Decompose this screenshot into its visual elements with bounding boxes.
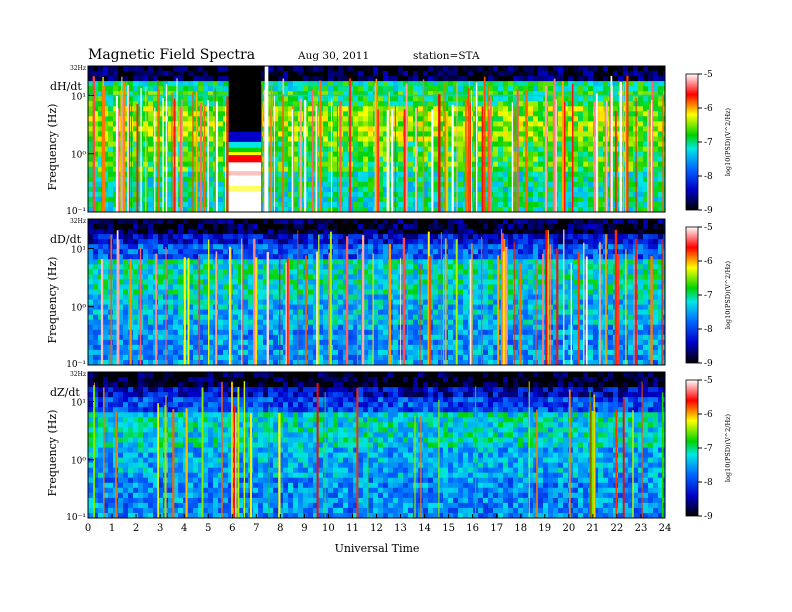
data-gap-band [228,162,262,172]
x-tick-label: 15 [442,523,455,534]
figure-title: Magnetic Field Spectra [88,47,255,63]
x-axis: 0 1 2 3 4 5 6 7 8 9 10 11 12 13 14 15 16 17 18 19 20 21 22 23 24 [85,514,672,534]
panel-label: dH/dt [50,80,82,93]
x-tick-label: 21 [587,523,600,534]
y-tick-label: 10¹ [71,92,86,102]
x-tick-label: 22 [611,523,624,534]
colorbar-label: log10(PSD)(V^2/Hz) [724,413,732,482]
data-gap-band [228,171,262,176]
panel-1: dH/dt Frequency (Hz) 32Hz 10¹ 10⁰ 10⁻¹ -5 -6 -7 -… [46,65,732,217]
station-label: station=STA [413,50,480,62]
spectrogram-image [88,66,665,212]
y-tick-label: 10¹ [71,245,86,255]
colorbar-tick-label: -5 [704,223,713,233]
data-gap-band [228,191,262,212]
x-axis-title: Universal Time [335,542,420,555]
data-gap-band [228,152,262,156]
x-tick-label: 0 [85,523,91,534]
spectrogram-image [88,219,665,365]
data-gap-band [228,66,262,133]
date-label: Aug 30, 2011 [297,50,369,62]
colorbar-tick-label: -5 [704,70,713,80]
colorbar [685,226,699,364]
data-gap-band [228,141,262,149]
panel-2: dD/dt Frequency (Hz) 32Hz 10¹ 10⁰ 10⁻¹ -5 -6 -7 -… [46,218,732,370]
x-tick-label: 18 [514,523,527,534]
x-tick-label: 10 [322,523,335,534]
panel-3: dZ/dt Frequency (Hz) 32Hz 10¹ 10⁰ 10⁻¹ -5 -6 -7 -… [46,371,732,523]
x-tick-label: 17 [490,523,503,534]
colorbar-tick-label: -9 [704,512,713,522]
y-tick-label: 32Hz [70,218,86,225]
x-tick-label: 13 [394,523,407,534]
x-tick-label: 14 [418,523,431,534]
y-tick-label: 10⁰ [71,304,86,314]
y-axis-title: Frequency (Hz) [46,104,59,191]
panel-label: dD/dt [50,233,82,246]
y-tick-label: 32Hz [70,65,86,72]
panel-frame [87,65,666,213]
colorbar-tick-label: -6 [704,257,713,267]
y-tick-label: 10⁻¹ [66,513,86,523]
colorbar [685,73,699,211]
spectrogram-image [88,372,665,518]
colorbar-tick-label: -9 [704,359,713,369]
data-gap [264,66,269,212]
colorbar-label: log10(PSD)(V^2/Hz) [724,260,732,329]
colorbar-tick-label: -6 [704,104,713,114]
x-tick-label: 9 [301,523,307,534]
data-gap-band [228,185,262,193]
x-tick-label: 20 [562,523,575,534]
y-tick-label: 10⁻¹ [66,207,86,217]
panel-label: dZ/dt [50,386,80,399]
y-tick-label: 10⁻¹ [66,360,86,370]
data-gap-band [228,175,262,187]
panel-frame [87,218,666,366]
x-tick-label: 19 [538,523,551,534]
x-tick-label: 7 [253,523,259,534]
colorbar-tick-label: -7 [704,444,713,454]
data-gap-band [228,155,262,163]
x-tick-label: 4 [181,523,187,534]
x-tick-label: 16 [466,523,479,534]
colorbar-tick-label: -7 [704,291,713,301]
colorbar [685,379,699,517]
colorbar-tick-label: -8 [704,172,713,182]
x-tick-label: 6 [229,523,235,534]
colorbar-label: log10(PSD)(V^2/Hz) [724,107,732,176]
y-tick-label: 10⁰ [71,151,86,161]
x-tick-label: 3 [157,523,163,534]
x-tick-label: 11 [346,523,359,534]
data-gap-band [228,131,262,143]
colorbar-tick-label: -8 [704,325,713,335]
y-axis-title: Frequency (Hz) [46,410,59,497]
x-tick-label: 12 [370,523,383,534]
x-tick-label: 2 [133,523,139,534]
x-tick-label: 8 [277,523,283,534]
x-tick-label: 24 [659,523,672,534]
panels-group: dH/dt Frequency (Hz) 32Hz 10¹ 10⁰ 10⁻¹ -5 -6 -7 -… [46,65,732,534]
x-tick-label: 1 [109,523,115,534]
colorbar-tick-label: -9 [704,206,713,216]
x-tick-label: 23 [635,523,648,534]
y-axis-title: Frequency (Hz) [46,257,59,344]
y-tick-label: 10⁰ [71,457,86,467]
colorbar-tick-label: -6 [704,410,713,420]
x-tick-label: 5 [205,523,211,534]
data-gap-band [228,147,262,153]
y-tick-label: 10¹ [71,398,86,408]
colorbar-tick-label: -8 [704,478,713,488]
colorbar-tick-label: -7 [704,138,713,148]
y-tick-label: 32Hz [70,371,86,378]
colorbar-tick-label: -5 [704,376,713,386]
